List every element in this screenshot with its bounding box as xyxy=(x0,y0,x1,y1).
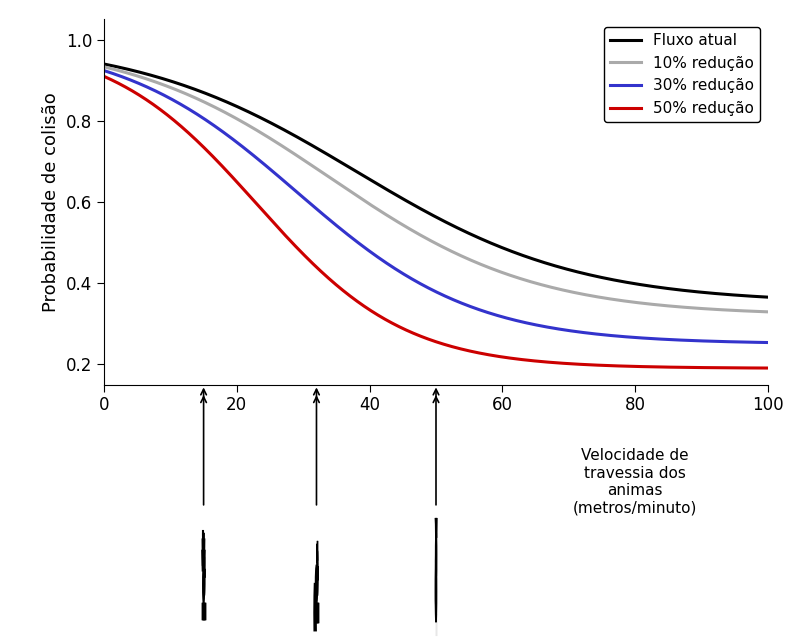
10% redução xyxy=(99,63,109,71)
30% redução xyxy=(99,67,109,74)
50% redução xyxy=(405,328,414,335)
50% redução xyxy=(99,72,109,80)
10% redução xyxy=(744,307,754,315)
10% redução xyxy=(622,297,632,305)
Fluxo atual xyxy=(763,294,773,301)
Fluxo atual xyxy=(405,199,414,206)
50% redução xyxy=(622,362,632,370)
Circle shape xyxy=(435,532,437,577)
Circle shape xyxy=(317,551,318,596)
50% redução xyxy=(744,364,754,372)
Fluxo atual xyxy=(744,292,754,300)
10% redução xyxy=(405,225,414,233)
Line: 50% redução: 50% redução xyxy=(104,76,768,368)
Line: 10% redução: 10% redução xyxy=(104,67,768,312)
Fluxo atual xyxy=(422,208,432,216)
Line: 30% redução: 30% redução xyxy=(104,71,768,342)
10% redução xyxy=(422,235,432,242)
Fluxo atual xyxy=(133,68,142,76)
Y-axis label: Probabilidade de colisão: Probabilidade de colisão xyxy=(42,92,60,312)
Fluxo atual xyxy=(622,278,632,286)
Line: Fluxo atual: Fluxo atual xyxy=(104,64,768,297)
50% redução xyxy=(422,335,432,342)
Ellipse shape xyxy=(435,560,437,622)
50% redução xyxy=(133,90,142,98)
Ellipse shape xyxy=(202,565,205,604)
30% redução xyxy=(422,283,432,291)
Circle shape xyxy=(204,556,205,596)
Fluxo atual xyxy=(744,292,754,300)
10% redução xyxy=(763,308,773,316)
30% redução xyxy=(133,79,142,87)
30% redução xyxy=(744,338,754,346)
30% redução xyxy=(763,338,773,346)
Ellipse shape xyxy=(315,565,318,604)
30% redução xyxy=(405,274,414,281)
30% redução xyxy=(744,338,754,346)
10% redução xyxy=(133,72,142,80)
Text: Velocidade de
travessia dos
animas
(metros/minuto): Velocidade de travessia dos animas (metr… xyxy=(573,449,698,515)
30% redução xyxy=(622,333,632,341)
50% redução xyxy=(744,364,754,372)
10% redução xyxy=(744,307,754,315)
Fluxo atual xyxy=(99,60,109,68)
50% redução xyxy=(763,364,773,372)
Legend: Fluxo atual, 10% redução, 30% redução, 50% redução: Fluxo atual, 10% redução, 30% redução, 5… xyxy=(604,27,760,122)
